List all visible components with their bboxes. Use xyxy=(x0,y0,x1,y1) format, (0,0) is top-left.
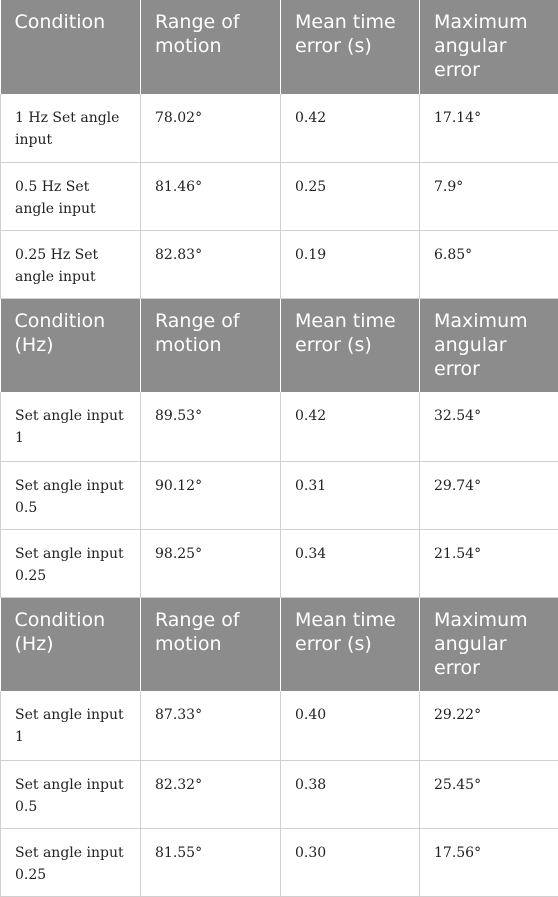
cell-angular-error: 17.56° xyxy=(420,828,558,896)
cell-angular-error: 7.9° xyxy=(420,162,558,230)
cell-condition: 1 Hz Set angle input xyxy=(1,94,141,162)
header-condition: Condition (Hz) xyxy=(1,597,141,691)
table-row: Set angle input 0.25 81.55° 0.30 17.56° xyxy=(1,828,558,896)
cell-angular-error: 6.85° xyxy=(420,230,558,298)
cell-condition: Set angle input 0.5 xyxy=(1,461,141,529)
header-condition: Condition (Hz) xyxy=(1,298,141,392)
cell-range: 81.55° xyxy=(141,828,281,896)
header-mean-time-error: Mean time error (s) xyxy=(281,597,420,691)
cell-range: 90.12° xyxy=(141,461,281,529)
cell-range: 78.02° xyxy=(141,94,281,162)
header-max-angular-error: Maximum angular error xyxy=(420,298,558,392)
cell-range: 81.46° xyxy=(141,162,281,230)
table-row: 0.5 Hz Set angle input 81.46° 0.25 7.9° xyxy=(1,162,558,230)
cell-range: 89.53° xyxy=(141,392,281,461)
cell-time-error: 0.38 xyxy=(281,760,420,828)
cell-range: 98.25° xyxy=(141,529,281,597)
cell-condition: Set angle input 0.25 xyxy=(1,828,141,896)
cell-range: 87.33° xyxy=(141,691,281,760)
cell-time-error: 0.42 xyxy=(281,392,420,461)
table-row: Set angle input 0.5 82.32° 0.38 25.45° xyxy=(1,760,558,828)
cell-condition: 0.25 Hz Set angle input xyxy=(1,230,141,298)
cell-angular-error: 29.22° xyxy=(420,691,558,760)
cell-time-error: 0.34 xyxy=(281,529,420,597)
cell-angular-error: 29.74° xyxy=(420,461,558,529)
table-row: Set angle input 1 89.53° 0.42 32.54° xyxy=(1,392,558,461)
header-range-of-motion: Range of motion xyxy=(141,298,281,392)
cell-range: 82.32° xyxy=(141,760,281,828)
cell-condition: Set angle input 1 xyxy=(1,392,141,461)
header-max-angular-error: Maximum angular error xyxy=(420,0,558,94)
table-row: 0.25 Hz Set angle input 82.83° 0.19 6.85… xyxy=(1,230,558,298)
table-row: 1 Hz Set angle input 78.02° 0.42 17.14° xyxy=(1,94,558,162)
cell-time-error: 0.31 xyxy=(281,461,420,529)
cell-angular-error: 17.14° xyxy=(420,94,558,162)
table-header-row: Condition (Hz) Range of motion Mean time… xyxy=(1,597,558,691)
cell-range: 82.83° xyxy=(141,230,281,298)
cell-condition: 0.5 Hz Set angle input xyxy=(1,162,141,230)
table-row: Set angle input 1 87.33° 0.40 29.22° xyxy=(1,691,558,760)
header-mean-time-error: Mean time error (s) xyxy=(281,298,420,392)
cell-angular-error: 25.45° xyxy=(420,760,558,828)
header-max-angular-error: Maximum angular error xyxy=(420,597,558,691)
cell-time-error: 0.40 xyxy=(281,691,420,760)
cell-condition: Set angle input 0.5 xyxy=(1,760,141,828)
table-row: Set angle input 0.5 90.12° 0.31 29.74° xyxy=(1,461,558,529)
cell-time-error: 0.30 xyxy=(281,828,420,896)
header-range-of-motion: Range of motion xyxy=(141,597,281,691)
cell-condition: Set angle input 1 xyxy=(1,691,141,760)
cell-condition: Set angle input 0.25 xyxy=(1,529,141,597)
cell-angular-error: 21.54° xyxy=(420,529,558,597)
cell-time-error: 0.25 xyxy=(281,162,420,230)
header-range-of-motion: Range of motion xyxy=(141,0,281,94)
table-header-row: Condition Range of motion Mean time erro… xyxy=(1,0,558,94)
table-row: Set angle input 0.25 98.25° 0.34 21.54° xyxy=(1,529,558,597)
cell-angular-error: 32.54° xyxy=(420,392,558,461)
cell-time-error: 0.42 xyxy=(281,94,420,162)
cell-time-error: 0.19 xyxy=(281,230,420,298)
header-mean-time-error: Mean time error (s) xyxy=(281,0,420,94)
header-condition: Condition xyxy=(1,0,141,94)
table-header-row: Condition (Hz) Range of motion Mean time… xyxy=(1,298,558,392)
